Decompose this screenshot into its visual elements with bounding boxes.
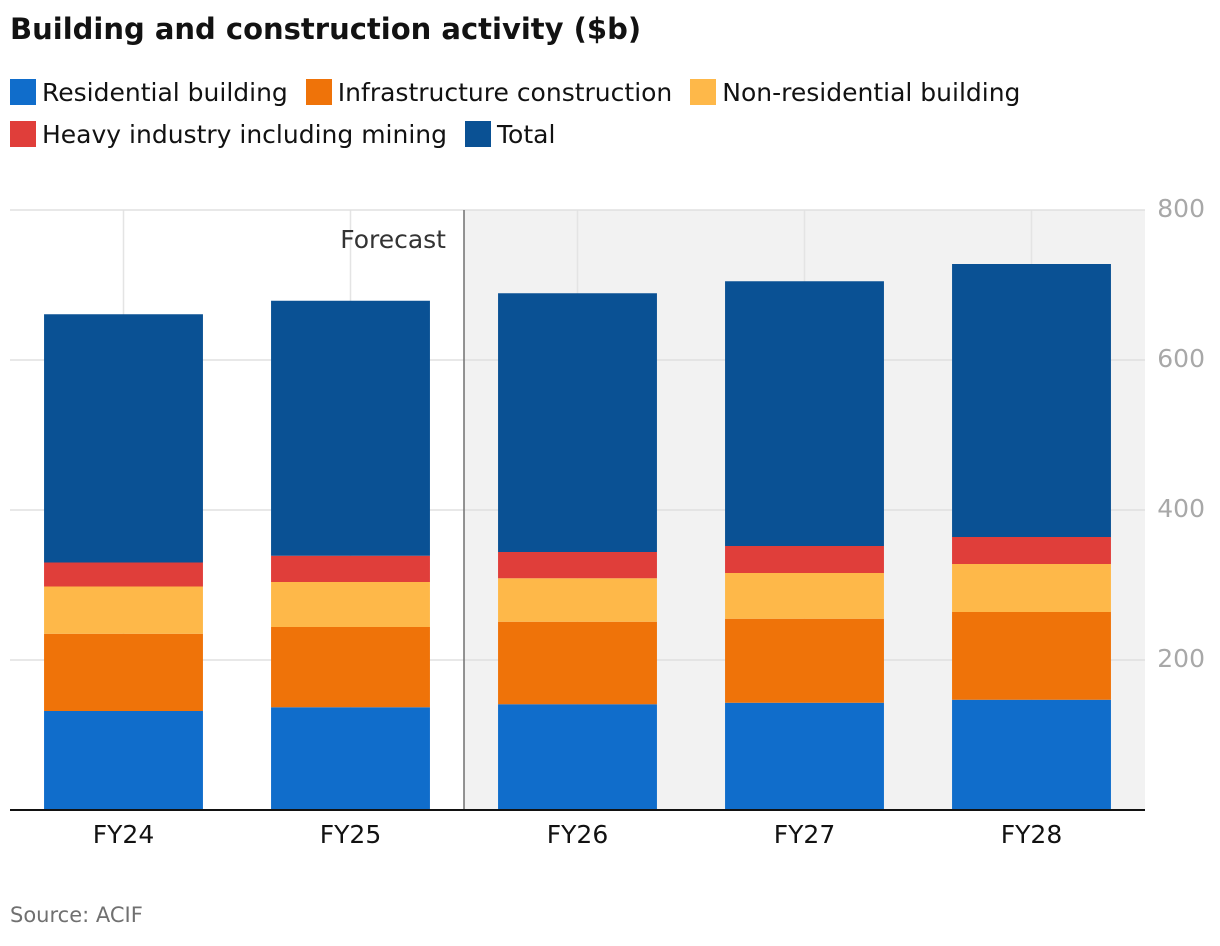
bar-segment <box>725 702 884 810</box>
x-tick-label: FY26 <box>547 820 608 849</box>
bar-segment <box>44 633 203 711</box>
bar-segment <box>44 562 203 587</box>
bar-segment <box>271 555 430 582</box>
bar-segment <box>44 586 203 634</box>
bar-segment <box>725 546 884 573</box>
bar-segment <box>725 618 884 703</box>
bar-segment <box>952 264 1111 537</box>
bar-segment <box>271 300 430 556</box>
bar-segment <box>271 627 430 708</box>
y-tick-label: 200 <box>1157 644 1205 673</box>
bar-segment <box>725 281 884 546</box>
legend-item: Total <box>465 114 555 156</box>
y-tick-label: 400 <box>1157 494 1205 523</box>
bar-segment <box>498 293 657 552</box>
x-tick-label: FY28 <box>1001 820 1062 849</box>
legend-item: Heavy industry including mining <box>10 114 447 156</box>
legend-swatch <box>465 121 491 147</box>
bar-segment <box>952 564 1111 612</box>
bar-segment <box>498 552 657 579</box>
y-tick-label: 600 <box>1157 344 1205 373</box>
legend: Residential building Infrastructure const… <box>10 72 1215 156</box>
annotation: Forecast <box>340 225 446 254</box>
legend-item: Non-residential building <box>690 72 1020 114</box>
legend-label: Heavy industry including mining <box>42 120 447 149</box>
legend-label: Infrastructure construction <box>337 78 673 107</box>
bar-segment <box>725 573 884 619</box>
bar-segment <box>498 578 657 622</box>
legend-item: Infrastructure construction <box>305 72 673 114</box>
legend-swatch <box>10 79 36 105</box>
bar-segment <box>271 582 430 627</box>
bar-segment <box>498 621 657 705</box>
bar-segment <box>952 537 1111 564</box>
y-tick-label: 800 <box>1157 194 1205 223</box>
legend-label: Total <box>497 120 556 149</box>
bar-segment <box>44 711 203 810</box>
legend-swatch <box>690 79 717 105</box>
x-tick-label: FY25 <box>320 820 381 849</box>
legend-label: Residential building <box>42 78 288 107</box>
bar-segment <box>498 704 657 810</box>
x-tick-label: FY27 <box>774 820 835 849</box>
bar-segment <box>952 699 1111 810</box>
chart-title: Building and construction activity ($b) <box>10 12 642 46</box>
bar-segment <box>44 314 203 563</box>
x-tick-label: FY24 <box>93 820 154 849</box>
legend-item: Residential building <box>10 72 288 114</box>
legend-swatch <box>305 79 332 105</box>
legend-label: Non-residential building <box>722 78 1021 107</box>
source: Source: ACIF <box>10 903 143 927</box>
legend-swatch <box>10 121 36 147</box>
bar-segment <box>952 612 1111 700</box>
bar-segment <box>271 707 430 810</box>
